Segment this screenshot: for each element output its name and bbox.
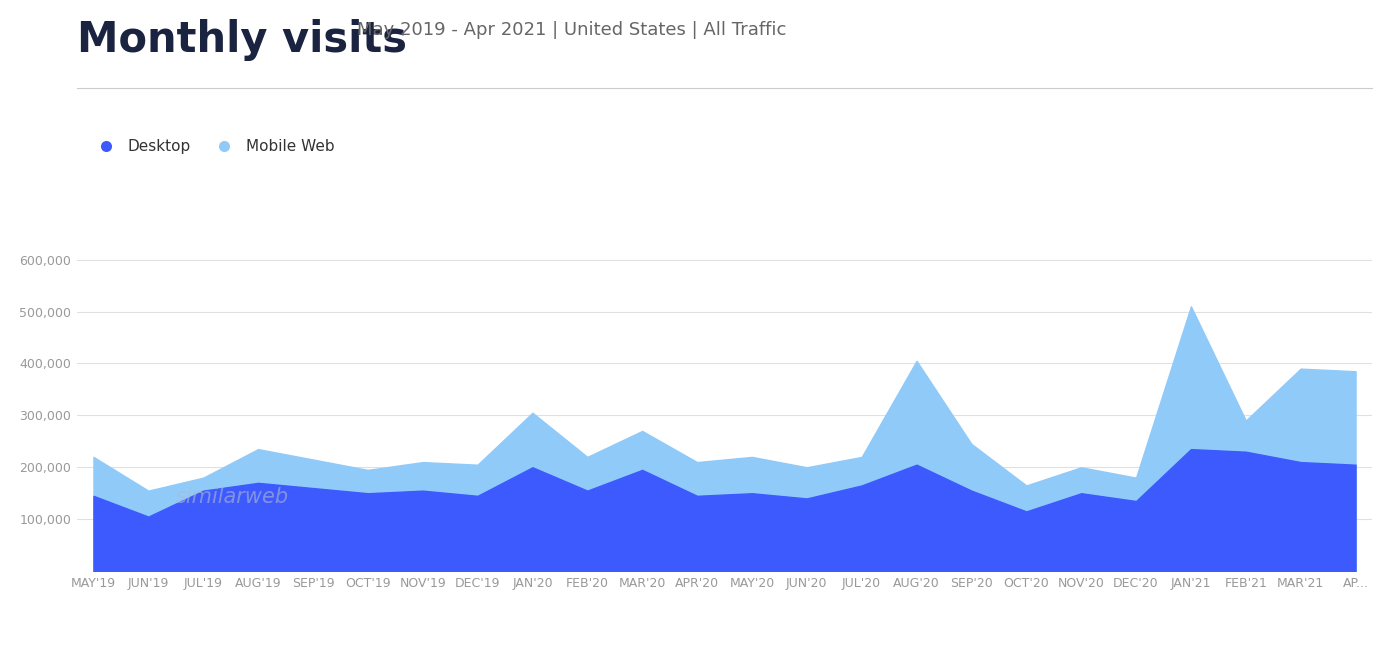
Text: similarweb: similarweb (176, 487, 288, 507)
Text: Monthly visits: Monthly visits (77, 19, 407, 62)
Legend: Desktop, Mobile Web: Desktop, Mobile Web (84, 133, 340, 160)
Text: May 2019 - Apr 2021 | United States | All Traffic: May 2019 - Apr 2021 | United States | Al… (357, 21, 787, 39)
